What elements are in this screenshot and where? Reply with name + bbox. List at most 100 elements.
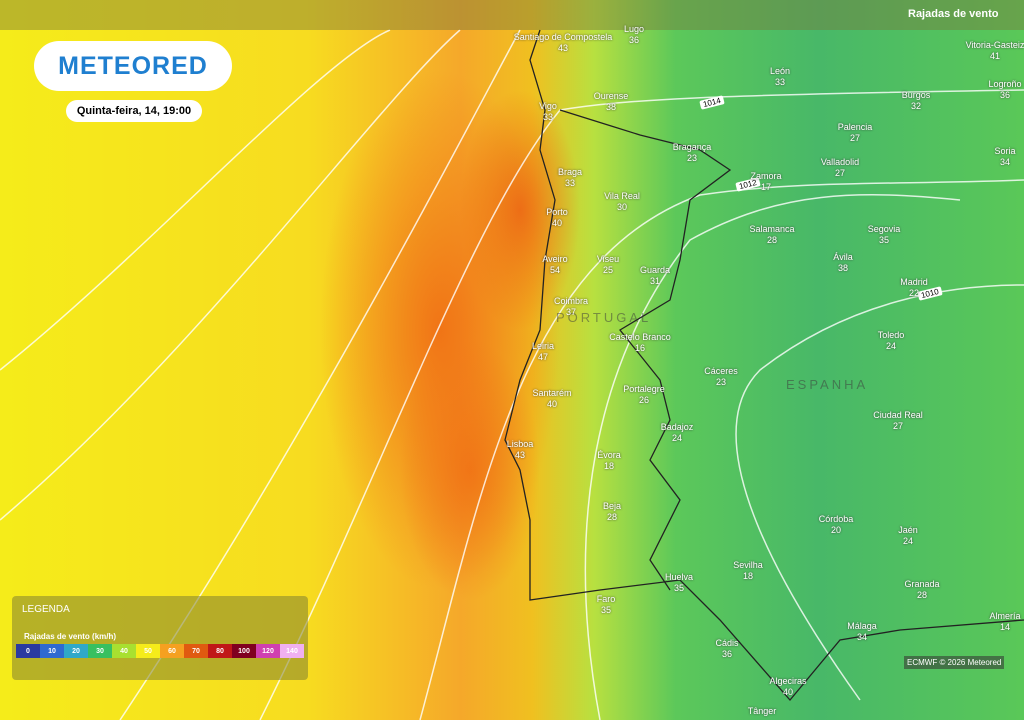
legend-scale: 0 10 20 30 40 50 60 70 80 100 120 140 (16, 644, 304, 658)
city-gust: 47 (537, 352, 549, 362)
city-gust: 38 (605, 102, 616, 112)
city-name: Burgos (901, 90, 931, 100)
country-label: ESPANHA (786, 377, 869, 392)
city-name: Ourense (593, 91, 629, 101)
city-name: Santarém (532, 388, 572, 398)
city-name: Beja (602, 501, 622, 511)
city-name: Cáceres (704, 366, 738, 376)
city: Lugo 36 (624, 24, 644, 46)
city-name: Zamora (750, 171, 782, 181)
legend-step: 10 (40, 644, 64, 658)
city-gust: 23 (715, 377, 727, 387)
city-name: Portalegre (623, 384, 665, 394)
city: Guarda 31 (640, 265, 670, 287)
city-gust: 23 (686, 153, 697, 163)
city-name: Salamanca (749, 224, 795, 234)
city-name: Castelo Branco (609, 332, 671, 342)
city: Soria 34 (994, 146, 1015, 168)
city: Vitoria-Gasteiz 41 (966, 40, 1024, 62)
legend-step: 50 (136, 644, 160, 658)
city: Ourense 38 (594, 91, 629, 113)
city: Palencia 27 (838, 122, 873, 144)
city: Córdoba 20 (819, 514, 854, 536)
city-gust: 28 (766, 235, 777, 245)
layer-label[interactable]: Rajadas de vento (908, 8, 999, 20)
city: Valladolid 27 (821, 157, 859, 179)
city-gust: 18 (603, 461, 615, 471)
city-name: Granada (904, 579, 940, 589)
city-name: Málaga (847, 621, 877, 631)
city: Évora 18 (597, 450, 621, 472)
city-gust: 16 (634, 343, 646, 353)
city: Viseu 25 (597, 254, 619, 276)
city-name: Palencia (837, 122, 873, 132)
city-name: Leiria (531, 341, 555, 351)
city-name: Segovia (867, 224, 901, 234)
city-name: Soria (994, 146, 1016, 156)
city-gust: 40 (782, 687, 794, 697)
city-gust: 35 (673, 583, 685, 593)
city: Salamanca 28 (749, 224, 794, 246)
city-name: Valladolid (820, 157, 860, 167)
city-gust: 22 (908, 288, 920, 298)
city: Cáceres 23 (704, 366, 738, 388)
city: Segovia 35 (868, 224, 901, 246)
country-label: PORTUGAL (556, 310, 652, 325)
date-badge[interactable]: Quinta-feira, 14, 19:00 (66, 100, 202, 122)
city-name: Ciudad Real (873, 410, 923, 420)
city-name: Madrid (900, 277, 928, 287)
city-name: Vitoria-Gasteiz (965, 40, 1024, 50)
city-gust: 28 (916, 590, 927, 600)
legend-step: 40 (112, 644, 136, 658)
city-gust: 27 (849, 133, 860, 143)
city-name: Porto (546, 207, 568, 217)
city-gust: 27 (834, 168, 845, 178)
city-name: Lisboa (506, 439, 534, 449)
city-gust: 35 (878, 235, 889, 245)
city-name: Jaén (898, 525, 918, 535)
legend-step: 120 (256, 644, 280, 658)
legend-subtitle: Rajadas de vento (km/h) (24, 632, 117, 641)
city: Porto 40 (546, 207, 568, 229)
city: Madrid 22 (900, 277, 928, 299)
city-name: Badajoz (660, 422, 694, 432)
city-name: Huelva (664, 572, 694, 582)
city: Coimbra 37 (554, 296, 588, 318)
city: Huelva 35 (665, 572, 693, 594)
city-gust: 24 (885, 341, 896, 351)
city-name: Lugo (623, 24, 645, 34)
city: Lisboa 43 (507, 439, 534, 461)
city-name: Sevilha (733, 560, 763, 570)
city-gust: 38 (837, 263, 849, 273)
city: Logroño 36 (988, 79, 1021, 101)
city-name: Viseu (596, 254, 620, 264)
city-gust: 34 (999, 157, 1011, 167)
city-gust: 28 (606, 512, 618, 522)
legend-title: LEGENDA (22, 604, 70, 615)
legend-step: 70 (184, 644, 208, 658)
city-gust: 36 (999, 90, 1010, 100)
city-gust: 30 (616, 202, 628, 212)
city-gust: 36 (721, 649, 733, 659)
city-name: Algeciras (769, 676, 807, 686)
city: Santiago de Compostela 43 (514, 32, 613, 54)
city-name: León (769, 66, 791, 76)
city: Badajoz 24 (661, 422, 694, 444)
city: Cádis 36 (715, 638, 738, 660)
city: Braga 33 (558, 167, 582, 189)
city-name: Bragança (672, 142, 712, 152)
city-gust: 33 (774, 77, 785, 87)
city-gust: 35 (600, 605, 612, 615)
legend-step: 100 (232, 644, 256, 658)
city-gust: 18 (742, 571, 753, 581)
city: Málaga 34 (847, 621, 877, 643)
city: Tânger (748, 706, 777, 717)
city-gust: 20 (830, 525, 841, 535)
city-gust: 24 (671, 433, 682, 443)
city-name: Toledo (877, 330, 905, 340)
logo[interactable]: METEORED (34, 41, 232, 91)
city-name: Vigo (539, 101, 557, 111)
city: Toledo 24 (878, 330, 905, 352)
city: Jaén 24 (898, 525, 918, 547)
